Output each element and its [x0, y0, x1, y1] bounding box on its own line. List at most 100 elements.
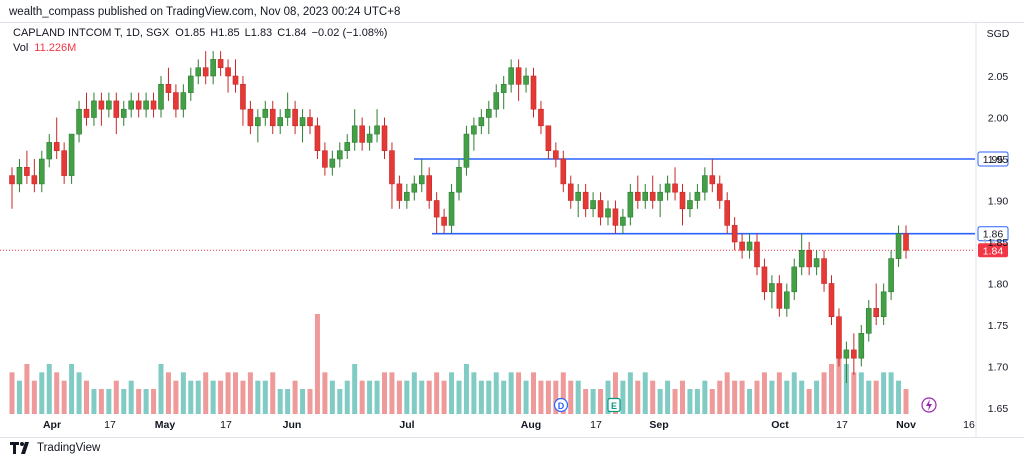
candle-body: [865, 308, 872, 334]
candle-body: [262, 108, 269, 118]
candle-body: [448, 191, 455, 226]
candle-body: [68, 133, 75, 176]
candle-body: [500, 84, 507, 93]
candle-body: [754, 241, 760, 268]
candle-body: [828, 283, 835, 318]
candle-body: [433, 200, 440, 218]
candle-body: [679, 191, 686, 210]
candle-body: [731, 225, 738, 243]
volume-bar: [776, 372, 782, 414]
candle-body: [716, 183, 723, 201]
volume-bar: [46, 364, 52, 414]
candle-body: [16, 167, 23, 185]
volume-bar: [322, 372, 328, 414]
footer-brand[interactable]: TradingView: [10, 442, 100, 454]
candle-body: [694, 191, 701, 201]
volume-bar: [270, 372, 276, 414]
volume-bar: [233, 372, 238, 414]
candles: [9, 51, 909, 384]
volume-bar: [195, 380, 201, 414]
high-value: 1.85: [218, 27, 240, 39]
volume-bar: [531, 372, 536, 414]
volume-bar: [121, 389, 127, 414]
candle-body: [836, 316, 842, 359]
x-tick-label: 17: [220, 419, 232, 431]
candle-body: [135, 100, 142, 110]
candle-body: [634, 191, 641, 201]
volume-bar: [478, 380, 484, 414]
volume-bar: [374, 380, 380, 414]
candle-body: [426, 175, 433, 201]
candle-body: [880, 291, 887, 317]
event-marker-label: D: [558, 401, 565, 411]
x-tick-label: 16: [963, 419, 975, 431]
volume-bar: [836, 347, 842, 414]
open-value: 1.85: [183, 27, 206, 39]
candle-body: [53, 142, 60, 151]
volume-bar: [568, 380, 574, 414]
symbol-legend: CAPLAND INTCOM T, 1D, SGX O1.85 H1.85 L1.83…: [13, 27, 387, 39]
candle-body: [314, 125, 321, 152]
volume-bar: [76, 372, 82, 414]
volume-bar: [396, 380, 402, 414]
volume-bar: [31, 380, 37, 414]
candle-body: [389, 150, 395, 185]
y-tick-label: 1.85: [988, 237, 1009, 249]
candle-body: [396, 183, 403, 201]
volume-bar: [657, 389, 663, 414]
volume-bar: [814, 380, 820, 414]
volume-bar: [903, 389, 909, 414]
volume-bar: [709, 389, 715, 414]
volume-label: Vol: [13, 42, 29, 54]
volume-bars: [9, 314, 909, 414]
volume-bar: [471, 372, 477, 414]
candle-body: [255, 117, 261, 127]
candle-body: [329, 158, 336, 168]
candle-body: [106, 100, 112, 110]
candle-body: [366, 133, 373, 143]
candle-body: [597, 200, 604, 218]
candle-body: [776, 283, 783, 309]
candle-body: [24, 167, 30, 176]
line-price-label: 1.95: [983, 154, 1004, 166]
price-axis: 2.05 2.00 1.95 1.90 1.85 1.80 1.75 1.70 1.65: [975, 23, 1009, 437]
volume-bar: [106, 389, 112, 414]
candle-body: [217, 59, 224, 69]
volume-bar: [761, 372, 767, 414]
line-price-label: 1.86: [983, 229, 1004, 241]
volume-bar: [627, 372, 633, 414]
candle-body: [903, 233, 909, 251]
volume-bar: [590, 389, 596, 414]
event-marker-label: E: [611, 401, 617, 411]
candle-body: [798, 250, 805, 268]
x-tick-label: 17: [590, 419, 602, 431]
lightning-icon-glyph: [926, 399, 932, 411]
volume-bar: [851, 372, 857, 414]
candle-body: [761, 266, 768, 293]
volume-bar: [344, 380, 350, 414]
currency-label[interactable]: SGD: [986, 28, 1010, 40]
candle-body: [418, 175, 425, 185]
volume-bar: [747, 389, 753, 414]
candle-body: [31, 175, 38, 185]
candle-body: [299, 117, 306, 127]
candle-body: [188, 75, 194, 93]
volume-bar: [39, 372, 45, 414]
candle-body: [739, 241, 745, 251]
candle-body: [702, 175, 708, 193]
candle-body: [307, 117, 313, 127]
volume-bar: [843, 364, 849, 414]
candle-body: [247, 108, 254, 127]
candle-body: [642, 191, 649, 201]
candle-body: [9, 175, 15, 185]
volume-bar: [210, 380, 216, 414]
candle-body: [128, 100, 134, 110]
volume-bar: [247, 372, 253, 414]
volume-bar: [262, 380, 268, 414]
volume-bar: [821, 372, 827, 414]
y-tick-label: 1.65: [988, 403, 1009, 415]
candle-body: [530, 75, 537, 110]
candle-body: [649, 191, 656, 201]
candle-body: [150, 100, 157, 110]
